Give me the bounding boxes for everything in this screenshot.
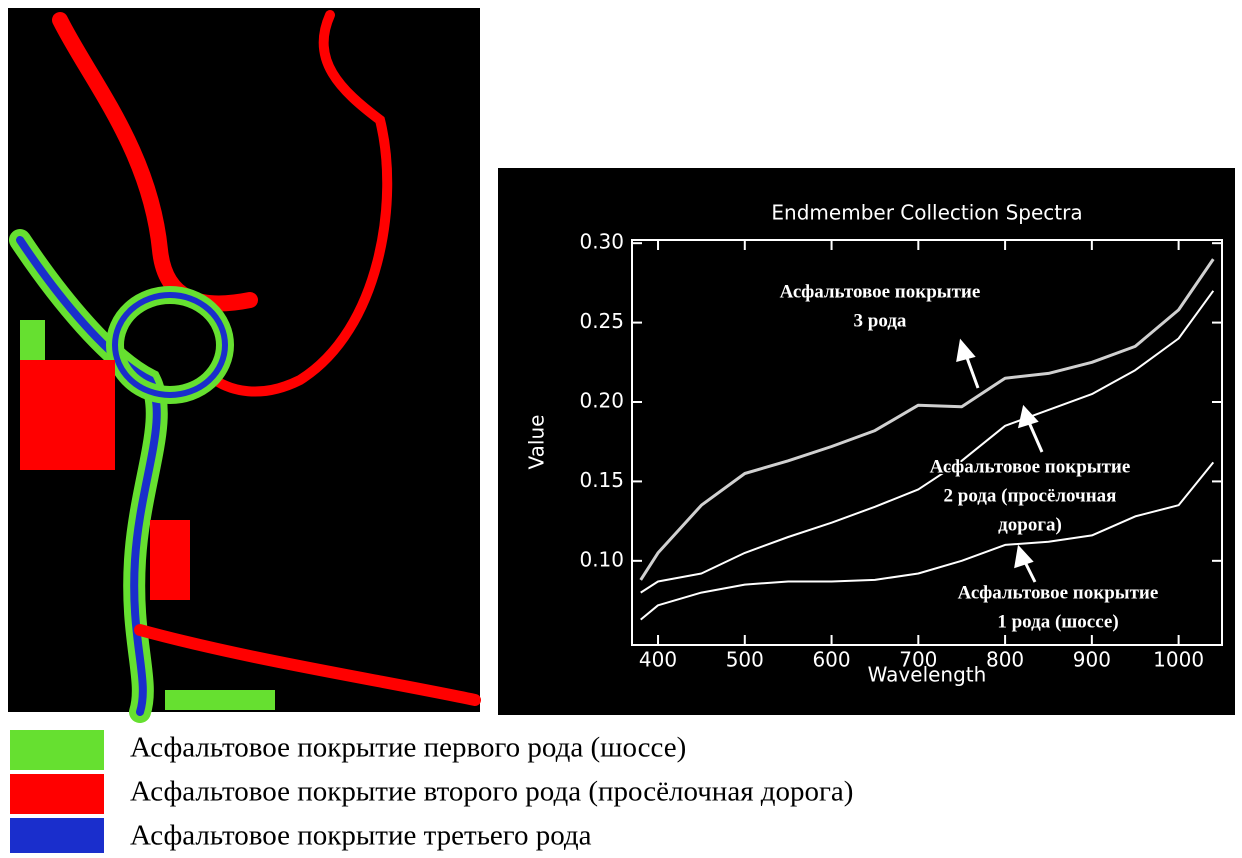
y-tick-label: 0.10 — [579, 547, 624, 571]
annotation: Асфальтовое покрытие — [930, 456, 1131, 477]
legend-swatch — [10, 774, 104, 814]
annotation: Асфальтовое покрытие — [958, 582, 1159, 603]
x-tick-label: 900 — [1073, 648, 1111, 672]
chart-title: Endmember Collection Spectra — [771, 201, 1082, 225]
annotation: Асфальтовое покрытие — [780, 281, 981, 302]
legend-label: Асфальтовое покрытие третьего рода — [130, 820, 592, 852]
x-tick-label: 600 — [812, 648, 850, 672]
annotation: 3 рода — [854, 310, 907, 331]
x-tick-label: 500 — [726, 648, 764, 672]
legend-swatch — [10, 818, 104, 853]
x-tick-label: 400 — [639, 648, 677, 672]
y-tick-label: 0.25 — [579, 309, 624, 333]
annotation: 2 рода (просёлочная — [944, 485, 1117, 506]
legend-swatch — [10, 730, 104, 770]
y-tick-label: 0.30 — [579, 230, 624, 254]
x-tick-label: 1000 — [1153, 648, 1204, 672]
x-tick-label: 700 — [899, 648, 937, 672]
map-field — [20, 320, 45, 360]
legend-label: Асфальтовое покрытие второго рода (просё… — [130, 776, 853, 808]
annotation: дорога) — [998, 514, 1062, 535]
map-field — [20, 360, 115, 470]
y-tick-label: 0.20 — [579, 389, 624, 413]
map-field — [150, 520, 190, 600]
annotation: 1 рода (шоссе) — [997, 611, 1118, 632]
y-axis-label: Value — [525, 415, 549, 470]
page: Endmember Collection Spectra Wavelength … — [0, 0, 1242, 853]
map-field — [165, 690, 275, 710]
classification-map — [8, 8, 480, 712]
x-tick-label: 800 — [986, 648, 1024, 672]
legend-label: Асфальтовое покрытие первого рода (шоссе… — [130, 732, 686, 764]
y-tick-label: 0.15 — [579, 468, 624, 492]
